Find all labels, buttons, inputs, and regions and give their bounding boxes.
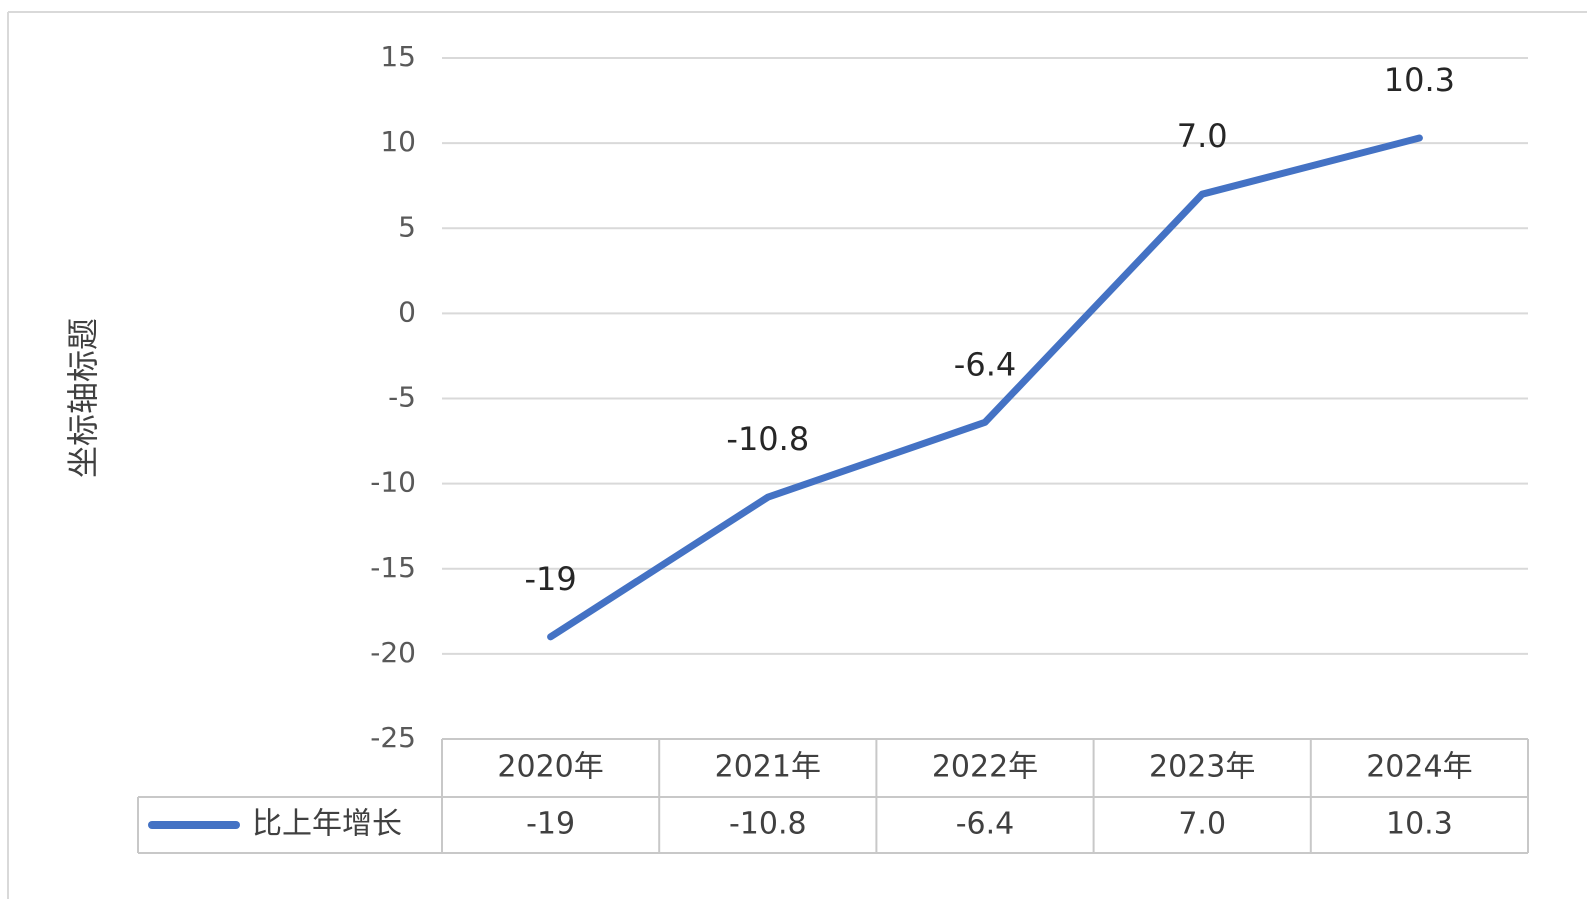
y-tick-label: -10 (370, 466, 416, 499)
data-label: 10.3 (1384, 61, 1455, 99)
table-value: -19 (526, 807, 575, 842)
data-label: -10.8 (726, 420, 809, 458)
line-series (547, 134, 1423, 641)
y-tick-label: -20 (370, 636, 416, 669)
x-tick-label: 2022年 (932, 750, 1038, 785)
table-value: -10.8 (729, 807, 807, 842)
data-label: 7.0 (1177, 117, 1228, 155)
y-tick-label: 15 (380, 40, 416, 73)
data-label: -19 (524, 560, 576, 598)
table-value: -6.4 (956, 807, 1015, 842)
y-tick-label: 0 (398, 295, 416, 328)
y-tick-label: -5 (388, 381, 416, 414)
x-tick-label: 2024年 (1366, 750, 1472, 785)
y-tick-label: -25 (370, 721, 416, 754)
table-value: 10.3 (1386, 807, 1453, 842)
x-tick-label: 2023年 (1149, 750, 1255, 785)
x-tick-label: 2021年 (715, 750, 821, 785)
y-tick-label: 5 (398, 210, 416, 243)
x-tick-label: 2020年 (497, 750, 603, 785)
y-tick-label: -15 (370, 551, 416, 584)
y-tick-label: 10 (380, 125, 416, 158)
legend-label: 比上年增长 (252, 807, 402, 842)
y-axis-title: 坐标轴标题 (64, 318, 102, 478)
table-value: 7.0 (1178, 807, 1226, 842)
data-label: -6.4 (954, 345, 1016, 383)
